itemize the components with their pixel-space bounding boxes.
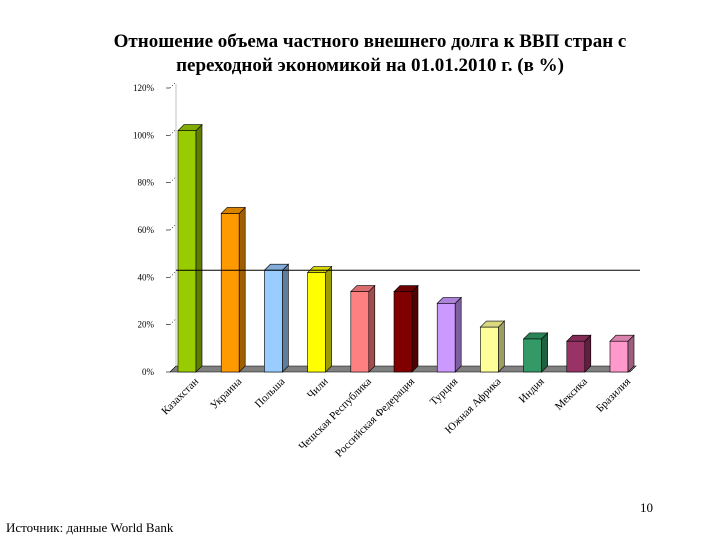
source-note: Источник: данные World Bank — [6, 520, 174, 535]
bar — [220, 213, 240, 373]
chart-title-line-2: переходной экономикой на 01.01.2010 г. (… — [176, 55, 564, 76]
y-tick-label: 0% — [142, 367, 155, 377]
bar — [523, 338, 542, 373]
bar-side — [498, 320, 505, 373]
y-tick-wall — [169, 318, 177, 325]
y-tick-label: 80% — [138, 178, 155, 188]
bar-top — [436, 297, 462, 304]
x-tick-label: Турция — [428, 376, 461, 409]
x-tick-label: Казахстан — [159, 376, 201, 418]
x-tick-label: Российская Федерация — [333, 376, 417, 460]
page-number: 10 — [640, 500, 653, 515]
y-tick-wall — [169, 176, 177, 183]
bar-top — [522, 332, 549, 340]
bar-side — [541, 332, 548, 373]
chart-title-line-1: Отношение объема частного внешнего долга… — [113, 31, 627, 52]
bar-top — [393, 285, 419, 292]
y-tick-label: 20% — [138, 320, 155, 330]
bar — [393, 291, 413, 373]
bar-side — [325, 265, 332, 373]
bar-top — [566, 334, 592, 342]
bar-top — [177, 124, 203, 131]
x-tick-label: Чешская Республика — [297, 376, 374, 453]
y-tick-wall — [169, 223, 177, 231]
bar-side — [454, 296, 462, 373]
y-tick-wall — [169, 81, 177, 89]
bar-top — [220, 207, 246, 214]
chart-title: Отношение объема частного внешнего долга… — [90, 30, 650, 78]
bar-side — [238, 206, 246, 373]
bar — [436, 303, 456, 373]
x-tick-label: Индия — [517, 376, 547, 406]
x-tick-label: Чили — [305, 376, 331, 402]
x-tick-label: Бразилия — [594, 376, 633, 415]
bar — [350, 291, 370, 373]
x-tick-label: Польша — [253, 376, 288, 411]
bar-side — [411, 284, 419, 373]
bar — [566, 340, 586, 373]
bar-side — [195, 123, 203, 373]
y-tick-label: 120% — [133, 83, 155, 93]
bar-top — [609, 334, 635, 342]
bar — [609, 340, 629, 373]
x-tick-label: Украина — [208, 376, 244, 412]
bar-top — [479, 320, 506, 328]
bar-top — [350, 285, 376, 292]
y-tick-label: 100% — [133, 130, 155, 140]
y-tick-wall — [169, 271, 177, 278]
bar — [480, 326, 499, 373]
bar — [177, 130, 197, 373]
y-tick-label: 40% — [138, 272, 155, 282]
y-tick-label: 60% — [138, 225, 155, 235]
bar — [307, 272, 326, 373]
bar-side — [368, 284, 376, 373]
x-tick-label: Мексика — [553, 376, 590, 413]
bar-top — [306, 266, 333, 273]
y-tick-wall — [169, 129, 177, 136]
bar — [264, 269, 283, 373]
bar-side — [282, 263, 289, 373]
